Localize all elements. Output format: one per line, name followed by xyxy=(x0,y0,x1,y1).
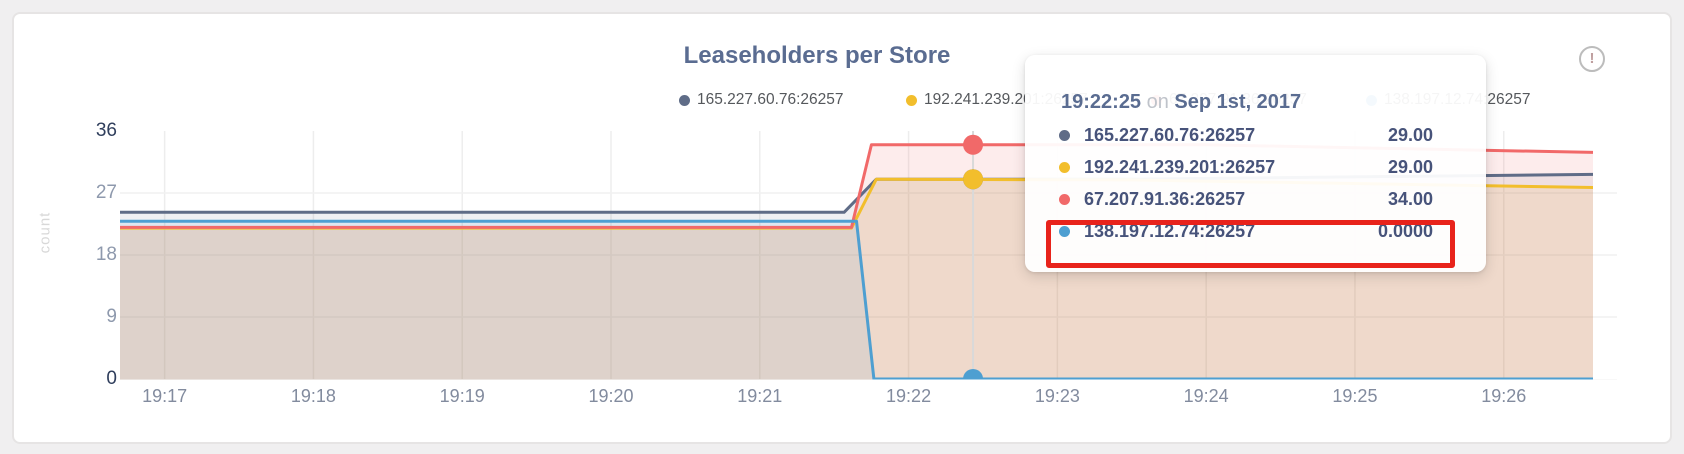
x-tick-label: 19:23 xyxy=(1034,386,1080,406)
legend-label: 165.227.60.76:26257 xyxy=(697,91,844,108)
series-dot-gold-icon xyxy=(1059,161,1070,173)
tooltip-series-value: 34.00 xyxy=(1387,188,1433,209)
chart-title: Leaseholders per Store xyxy=(683,42,951,69)
tooltip-row-3: 138.197.12.74:26257 0.0000 xyxy=(1025,215,1486,247)
tooltip-series-value: 29.00 xyxy=(1387,124,1433,145)
tooltip-series-label: 138.197.12.74:26257 xyxy=(1084,220,1256,241)
series-dot-red-icon xyxy=(1059,193,1070,205)
legend-item-0: 165.227.60.76:26257 xyxy=(679,90,844,110)
y-tick-label: 36 xyxy=(95,120,117,141)
tooltip-date: Sep 1st, 2017 xyxy=(1174,91,1302,113)
x-tick-label: 19:25 xyxy=(1332,386,1378,406)
x-tick-label: 19:24 xyxy=(1183,386,1229,406)
tooltip-series-value: 29.00 xyxy=(1387,156,1433,177)
series-dot-blue-icon xyxy=(1059,225,1070,237)
x-tick-label: 19:22 xyxy=(886,386,932,406)
tooltip-series-label: 192.241.239.201:26257 xyxy=(1084,156,1276,177)
hover-dot-2 xyxy=(963,134,984,155)
tooltip-series-label: 67.207.91.36:26257 xyxy=(1084,188,1246,209)
tooltip-row-0: 165.227.60.76:26257 29.00 xyxy=(1025,119,1486,151)
x-tick-label: 19:18 xyxy=(290,386,336,406)
chart-tooltip: 19:22:25 on Sep 1st, 2017 165.227.60.76:… xyxy=(1025,55,1486,272)
x-tick-label: 19:26 xyxy=(1481,386,1527,406)
y-tick-label: 18 xyxy=(95,244,117,265)
legend-dot-navy-icon xyxy=(679,94,690,106)
tooltip-row-2: 67.207.91.36:26257 34.00 xyxy=(1025,183,1486,215)
series-line-3 xyxy=(120,219,1593,380)
hover-dot-1 xyxy=(963,169,984,190)
annotation-highlight-box xyxy=(1046,220,1455,268)
tooltip-series-label: 165.227.60.76:26257 xyxy=(1084,124,1256,145)
hover-dot-3 xyxy=(963,369,984,380)
x-tick-label: 19:19 xyxy=(439,386,485,406)
tooltip-series-value: 0.0000 xyxy=(1377,220,1433,241)
series-dot-navy-icon xyxy=(1059,129,1070,141)
x-tick-label: 19:21 xyxy=(737,386,783,406)
tooltip-time: 19:22:25 xyxy=(1061,91,1142,113)
info-icon[interactable]: ! xyxy=(1579,46,1605,72)
hover-marker xyxy=(963,131,984,380)
x-tick-label: 19:20 xyxy=(588,386,634,406)
x-tick-label: 19:17 xyxy=(142,386,188,406)
tooltip-connector: on xyxy=(1141,91,1175,113)
y-tick-label: 27 xyxy=(95,182,117,203)
legend-dot-gold-icon xyxy=(906,94,917,106)
tooltip-header: 19:22:25 on Sep 1st, 2017 xyxy=(1061,89,1486,115)
y-tick-label: 9 xyxy=(106,306,117,327)
series-area-3 xyxy=(120,221,1593,380)
y-tick-label: 0 xyxy=(106,368,117,389)
tooltip-row-1: 192.241.239.201:26257 29.00 xyxy=(1025,151,1486,183)
